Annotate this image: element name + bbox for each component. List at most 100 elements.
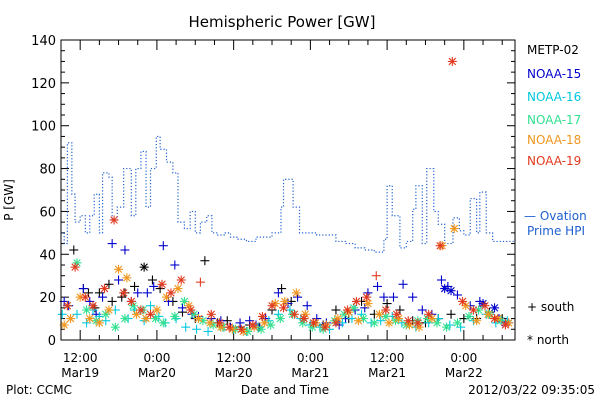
data-points: [57, 56, 514, 336]
north-point-noaa-18: [353, 316, 363, 326]
y-tick-label: 20: [39, 291, 56, 306]
south-point-noaa-15: [235, 318, 245, 328]
north-point-noaa-19: [224, 322, 234, 332]
north-point-noaa-17: [110, 322, 120, 332]
x-tick-time-label: 12:00: [370, 351, 405, 365]
north-point-noaa-18: [374, 309, 384, 319]
north-point-noaa-18: [404, 320, 414, 330]
north-point-noaa-19: [62, 301, 72, 311]
south-point-noaa-15: [379, 292, 389, 302]
south-point-noaa-15: [170, 260, 180, 270]
north-point-noaa-19: [299, 314, 309, 324]
x-tick-day-label: Mar19: [61, 366, 99, 380]
north-point-noaa-19: [176, 275, 186, 285]
north-point-noaa-17: [464, 311, 474, 321]
chart-title: Hemispheric Power [GW]: [189, 13, 376, 31]
south-point-noaa-15: [273, 288, 283, 298]
south-point-noaa-15: [114, 275, 124, 285]
north-point-noaa-17: [82, 305, 92, 315]
x-tick-time-label: 0:00: [297, 351, 324, 365]
north-point-noaa-17: [158, 318, 168, 328]
north-point-noaa-18: [472, 316, 482, 326]
north-point-noaa-18: [280, 296, 290, 306]
x-tick-day-label: Mar20: [138, 366, 176, 380]
south-point-metp-02: [104, 279, 114, 289]
north-point-noaa-19: [99, 284, 109, 294]
north-point-noaa-17: [266, 320, 276, 330]
x-tick-time-label: 0:00: [143, 351, 170, 365]
south-point-metp-02: [147, 275, 157, 285]
south-point-noaa-15: [158, 241, 168, 251]
north-point-noaa-19: [186, 305, 196, 315]
north-point-noaa-19: [342, 305, 352, 315]
x-tick-time-label: 12:00: [63, 351, 98, 365]
south-point-noaa-15: [373, 281, 383, 291]
north-point-noaa-19: [490, 314, 500, 324]
x-tick-day-label: Mar21: [291, 366, 329, 380]
north-point-noaa-19: [126, 296, 136, 306]
north-point-noaa-18: [131, 309, 141, 319]
south-point-noaa-15: [149, 281, 159, 291]
north-point-noaa-19: [88, 301, 98, 311]
y-axis-label: P [GW]: [2, 179, 16, 221]
north-point-noaa-18: [384, 318, 394, 328]
north-point-noaa-17: [442, 322, 452, 332]
x-axis-label: Date and Time: [241, 383, 329, 397]
north-point-noaa-19: [206, 309, 216, 319]
south-point-metp-02: [200, 256, 210, 266]
south-point-metp-02: [446, 309, 456, 319]
north-point-noaa-19: [392, 309, 402, 319]
south-point-metp-02: [130, 281, 140, 291]
y-axis-ticks: 0 20 40 60 80 100 120 140: [31, 34, 515, 349]
north-point-noaa-18: [104, 305, 114, 315]
legend-item-noaa-15: NOAA-15: [527, 67, 581, 81]
north-point-noaa-19: [136, 305, 146, 315]
south-point-metp-02: [107, 296, 117, 306]
x-tick-day-label: Mar20: [215, 366, 253, 380]
north-point-noaa-17: [275, 314, 285, 324]
legend-item-noaa-19: NOAA-19: [527, 154, 581, 168]
north-point-noaa-19: [424, 309, 434, 319]
south-point-metp-02: [382, 299, 392, 309]
ovation-line: [61, 135, 516, 253]
north-point-noaa-19: [480, 301, 490, 311]
north-point-noaa-19: [267, 301, 277, 311]
north-point-noaa-17: [369, 318, 379, 328]
plot-frame: [60, 39, 516, 341]
south-point-noaa-19: [371, 271, 381, 281]
north-point-noaa-17: [170, 311, 180, 321]
north-point-noaa-19: [413, 318, 423, 328]
north-point-noaa-19: [157, 279, 167, 289]
north-point-noaa-18: [363, 299, 373, 309]
north-point-noaa-19: [381, 305, 391, 315]
south-point-noaa-15: [389, 292, 399, 302]
legend: METP-02 NOAA-15 NOAA-16 NOAA-17 NOAA-18 NOAA-…: [524, 43, 587, 347]
south-point-noaa-16: [376, 316, 386, 326]
legend-north-marker: * north: [527, 333, 569, 347]
north-point-noaa-18: [85, 314, 95, 324]
south-point-noaa-15: [302, 301, 312, 311]
north-point-noaa-15: [446, 286, 456, 296]
north-point-noaa-18: [291, 288, 301, 298]
north-point-noaa-19: [351, 296, 361, 306]
south-point-metp-02: [331, 305, 341, 315]
y-tick-label: 120: [31, 77, 56, 92]
north-point-noaa-15: [490, 303, 500, 313]
x-tick-time-label: 12:00: [216, 351, 251, 365]
north-point-noaa-18: [259, 318, 269, 328]
y-tick-label: 100: [31, 120, 56, 135]
north-point-noaa-19: [215, 318, 225, 328]
north-point-noaa-17: [151, 314, 161, 324]
south-point-noaa-15: [107, 239, 117, 249]
south-point-noaa-15: [452, 290, 462, 300]
north-point-noaa-18: [216, 322, 226, 332]
north-point-noaa-17: [432, 318, 442, 328]
north-point-noaa-18: [449, 224, 459, 234]
south-point-noaa-15: [142, 288, 152, 298]
x-tick-day-label: Mar22: [445, 366, 483, 380]
legend-item-noaa-17: NOAA-17: [527, 113, 581, 127]
south-point-noaa-16: [72, 309, 82, 319]
legend-ovation-label: — Ovation: [524, 209, 587, 223]
north-point-noaa-18: [205, 318, 215, 328]
